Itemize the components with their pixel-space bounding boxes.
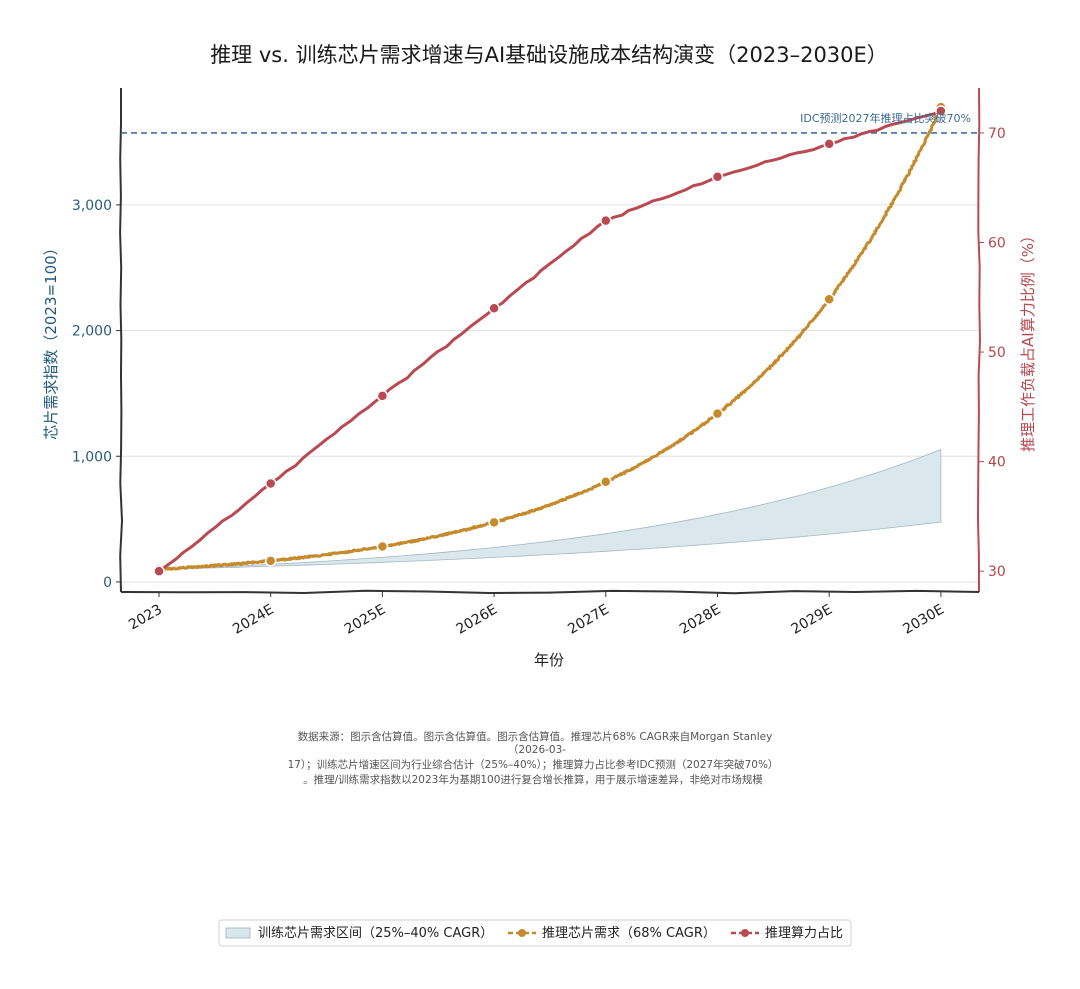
inference-share-point-2026E (488, 302, 500, 314)
y-left-tick-label-0: 0 (103, 575, 112, 591)
training-band-area (158, 448, 942, 570)
y-right-tick-label-0: 30 (988, 564, 1006, 580)
y-left-tick-label-1: 1,000 (72, 449, 112, 465)
inference-share-point-2023 (153, 565, 165, 577)
x-tick-label-2027E: 2027E (565, 602, 612, 638)
inference-demand-point-2024E (264, 555, 277, 567)
y-right-tick-label-4: 70 (988, 126, 1006, 142)
x-tick-label-2024E: 2024E (230, 602, 277, 638)
reference-line-label: IDC预测2027年推理占比突破70% (800, 111, 971, 125)
inference-demand-point-2028E (711, 407, 724, 420)
inference-demand-point-2029E (823, 293, 835, 306)
source-line-2: （2026-03- (508, 744, 566, 756)
y-right-tick-label-1: 40 (988, 455, 1006, 471)
inference-share-point-2024E (264, 477, 277, 490)
x-axis-label: 年份 (534, 651, 564, 669)
x-tick-label-2029E: 2029E (789, 602, 836, 638)
training-band-layer (158, 448, 942, 570)
y-axis-left-spine (119, 88, 124, 593)
y-axis-right-spine (976, 87, 982, 593)
inference-demand-point-2027E (600, 476, 612, 488)
chart-title: 推理 vs. 训练芯片需求增速与AI基础设施成本结构演变（2023–2030E） (210, 43, 888, 67)
x-tick-label-2028E: 2028E (677, 602, 724, 638)
grid-lines (121, 204, 979, 583)
legend: 训练芯片需求区间（25%–40% CAGR） 推理芯片需求（68% CAGR） … (218, 919, 852, 947)
x-tick-label-2025E: 2025E (342, 602, 389, 638)
x-tick-label-2030E: 2030E (900, 602, 947, 638)
y-right-tick-label-2: 50 (988, 345, 1006, 361)
source-line-4: 。推理/训练需求指数以2023年为基期100进行复合增长推算，用于展示增速差异，… (303, 773, 763, 786)
x-axis-spine (120, 589, 980, 595)
plot-frame (119, 87, 982, 595)
legend-swatch-training-band (225, 927, 251, 939)
inference-share-point-2029E (823, 138, 835, 150)
inference-demand-line (157, 106, 943, 572)
x-tick-label-2026E: 2026E (454, 602, 501, 638)
legend-label-inference-share: 推理算力占比 (765, 926, 843, 941)
inference-share-point-2027E (600, 214, 612, 227)
inference-share-line (158, 109, 942, 573)
y-axis-left-label: 芯片需求指数（2023=100） (42, 240, 60, 439)
inference-share-point-2030E (935, 105, 947, 117)
y-axis-right-label: 推理工作负载占AI算力比例（%） (1019, 228, 1037, 452)
inference-share-point-2028E (711, 170, 724, 183)
inference-share-point-2025E (376, 390, 389, 402)
legend-label-inference-demand: 推理芯片需求（68% CAGR） (542, 926, 716, 941)
y-left-tick-label-2: 2,000 (72, 324, 112, 340)
x-tick-label-2023: 2023 (126, 602, 165, 634)
legend-marker-inference-share (741, 929, 749, 937)
inference-demand-point-2025E (376, 540, 389, 553)
ticks-layer: 0 1,000 2,000 3,000 30 40 50 60 70 2023 2024E 2025E… (72, 126, 1006, 638)
legend-marker-inference-demand (518, 929, 526, 937)
series-layer (153, 101, 947, 577)
source-line-3: 17）；训练芯片增速区间为行业综合估计（25%–40%）；推理算力占比参考IDC… (288, 758, 779, 771)
inference-demand-point-2026E (488, 516, 500, 529)
y-right-tick-label-3: 60 (988, 235, 1006, 251)
y-left-tick-label-3: 3,000 (72, 198, 112, 214)
legend-label-training-band: 训练芯片需求区间（25%–40% CAGR） (258, 926, 493, 941)
source-line-1: 数据来源：图示含估算值。图示含估算值。图示含估算值。推理芯片68% CAGR来自… (298, 730, 773, 743)
